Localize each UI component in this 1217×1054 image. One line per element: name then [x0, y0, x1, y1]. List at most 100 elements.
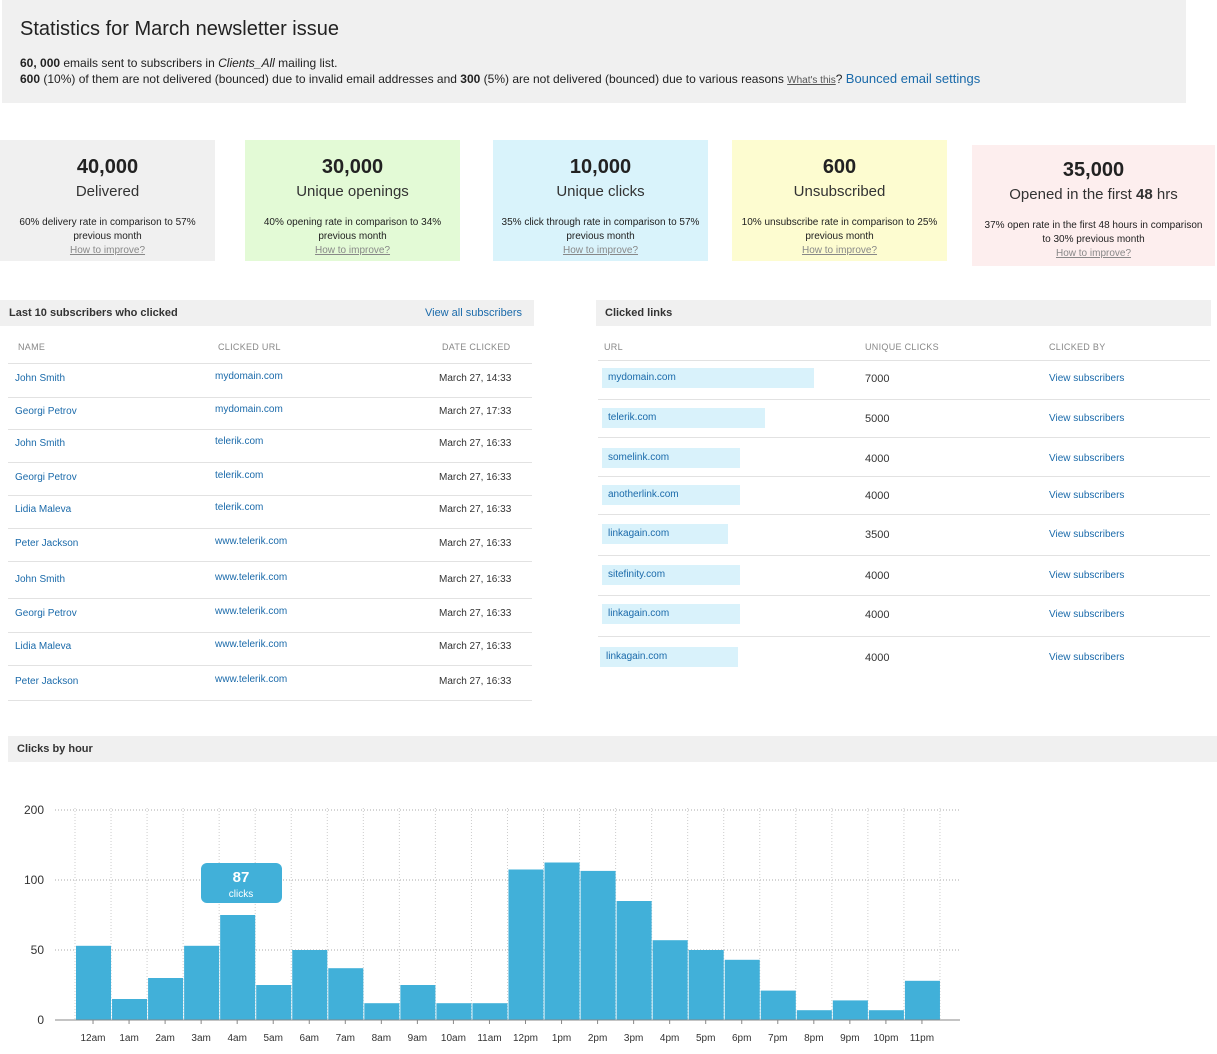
bar[interactable] [364, 1003, 400, 1020]
view-subscribers-link[interactable]: View subscribers [1049, 373, 1125, 384]
stat-value: 30,000 [321, 156, 384, 178]
view-subscribers-link[interactable]: View subscribers [1049, 652, 1125, 663]
bar[interactable] [580, 870, 616, 1020]
how-to-improve-link[interactable]: How to improve? [69, 245, 146, 256]
bar[interactable] [148, 978, 184, 1020]
view-all-subscribers-link[interactable]: View all subscribers [424, 307, 522, 319]
view-subscribers-link[interactable]: View subscribers [1049, 570, 1125, 581]
sent-summary: 60, 000 emails sent to subscribers in Cl… [20, 56, 338, 70]
view-subscribers-link[interactable]: View subscribers [1049, 609, 1125, 620]
y-tick-label: 50 [31, 943, 45, 957]
clicks-by-hour-header: Clicks by hour [8, 736, 1217, 762]
divider [8, 495, 532, 496]
subscriber-name-link[interactable]: John Smith [15, 574, 66, 585]
x-tick-label: 4pm [660, 1033, 679, 1044]
divider [598, 595, 1210, 596]
bar[interactable] [868, 1010, 904, 1020]
subscriber-name-link[interactable]: John Smith [15, 373, 66, 384]
x-tick-label: 7am [336, 1033, 355, 1044]
bar[interactable] [904, 980, 940, 1020]
whats-this-link[interactable]: What's this [787, 75, 836, 86]
bar[interactable] [112, 999, 148, 1020]
bar[interactable] [724, 959, 760, 1020]
y-tick-label: 100 [24, 873, 44, 887]
date-clicked: March 27, 16:33 [439, 538, 512, 549]
bar[interactable] [220, 915, 256, 1020]
bar[interactable] [796, 1010, 832, 1020]
bar[interactable] [616, 901, 652, 1020]
bar[interactable] [328, 968, 364, 1020]
how-to-improve-link[interactable]: How to improve? [801, 245, 878, 256]
bar[interactable] [472, 1003, 508, 1020]
subscriber-name-link[interactable]: Georgi Petrov [15, 608, 77, 619]
divider [598, 360, 1210, 361]
divider [8, 462, 532, 463]
bar[interactable] [76, 945, 112, 1020]
how-to-improve-link[interactable]: How to improve? [562, 245, 639, 256]
view-subscribers-link[interactable]: View subscribers [1049, 453, 1125, 464]
column-header: CLICKED BY [1049, 342, 1106, 352]
date-clicked: March 27, 16:33 [439, 472, 512, 483]
url-bar-link[interactable]: mydomain.com [602, 368, 814, 388]
x-tick-label: 1pm [552, 1033, 571, 1044]
subscriber-name-link[interactable]: Georgi Petrov [15, 406, 77, 417]
stat-value: 600 [822, 156, 857, 178]
clicked-url-link[interactable]: telerik.com [215, 502, 264, 513]
url-bar-link[interactable]: anotherlink.com [602, 485, 741, 505]
subscriber-name-link[interactable]: John Smith [15, 438, 66, 449]
clicked-url-link[interactable]: www.telerik.com [215, 572, 288, 583]
url-bar-link[interactable]: linkagain.com [602, 604, 741, 624]
date-clicked: March 27, 16:33 [439, 574, 512, 585]
clicked-url-link[interactable]: telerik.com [215, 436, 264, 447]
view-subscribers-link[interactable]: View subscribers [1049, 413, 1125, 424]
divider [8, 665, 532, 666]
clicked-url-link[interactable]: www.telerik.com [215, 536, 288, 547]
x-tick-label: 2am [155, 1033, 174, 1044]
bar[interactable] [688, 950, 724, 1020]
subscriber-name-link[interactable]: Lidia Maleva [15, 504, 72, 515]
date-clicked: March 27, 16:33 [439, 504, 512, 515]
url-bar-link[interactable]: sitefinity.com [602, 565, 741, 585]
y-tick-label: 200 [24, 803, 44, 817]
view-subscribers-link[interactable]: View subscribers [1049, 490, 1125, 501]
url-bar-link[interactable]: linkagain.com [602, 524, 728, 544]
view-subscribers-link[interactable]: View subscribers [1049, 529, 1125, 540]
bar[interactable] [184, 945, 220, 1020]
bar[interactable] [292, 950, 328, 1020]
url-bar-link[interactable]: linkagain.com [600, 647, 739, 667]
url-bar-link[interactable]: somelink.com [602, 448, 741, 468]
clicked-url-link[interactable]: telerik.com [215, 470, 264, 481]
how-to-improve-link[interactable]: How to improve? [1055, 248, 1132, 259]
clicked-url-link[interactable]: mydomain.com [215, 371, 283, 382]
clicks-by-hour-chart: 0 50 100 200 12am 1am 2am 3am 4am 5am 6am 7am 8am 9am… [0, 780, 1000, 1054]
column-header: DATE CLICKED [442, 342, 511, 352]
divider [598, 399, 1210, 400]
stat-box: 30,000 Unique openings 40% opening rate in… [245, 140, 460, 261]
x-tick-label: 1am [119, 1033, 138, 1044]
divider [598, 555, 1210, 556]
x-tick-label: 9am [408, 1033, 427, 1044]
stat-value: 35,000 [1062, 159, 1125, 181]
subscriber-name-link[interactable]: Peter Jackson [15, 676, 79, 687]
bar[interactable] [832, 1000, 868, 1020]
bounced-email-settings-link[interactable]: Bounced email settings [845, 71, 981, 86]
bar[interactable] [544, 862, 580, 1021]
bar[interactable] [760, 990, 796, 1020]
bar[interactable] [436, 1003, 472, 1020]
clicked-url-link[interactable]: www.telerik.com [215, 639, 288, 650]
clicked-url-link[interactable]: mydomain.com [215, 404, 283, 415]
bar[interactable] [508, 869, 544, 1021]
clicked-url-link[interactable]: www.telerik.com [215, 674, 288, 685]
subscriber-name-link[interactable]: Lidia Maleva [15, 641, 72, 652]
x-tick-label: 12am [81, 1033, 106, 1044]
bar[interactable] [256, 985, 292, 1020]
how-to-improve-link[interactable]: How to improve? [314, 245, 391, 256]
bar[interactable] [652, 940, 688, 1020]
bar[interactable] [400, 985, 436, 1020]
subscriber-name-link[interactable]: Georgi Petrov [15, 472, 77, 483]
x-tick-label: 3pm [624, 1033, 643, 1044]
clicked-url-link[interactable]: www.telerik.com [215, 606, 288, 617]
x-tick-label: 5pm [696, 1033, 715, 1044]
subscriber-name-link[interactable]: Peter Jackson [15, 538, 79, 549]
url-bar-link[interactable]: telerik.com [602, 408, 765, 428]
